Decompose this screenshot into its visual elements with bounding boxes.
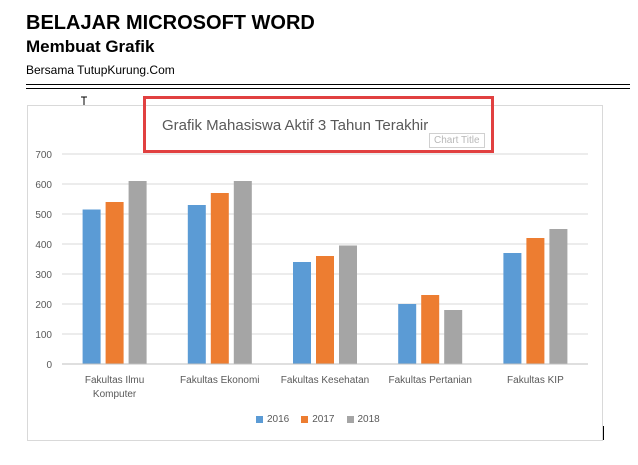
x-tick-label-line: Fakultas KIP <box>507 375 564 386</box>
y-tick-label: 100 <box>35 330 52 341</box>
chart-title[interactable]: Grafik Mahasiswa Aktif 3 Tahun Terakhir <box>162 117 429 134</box>
legend-item-2018[interactable]: 2018 <box>346 414 380 425</box>
x-tick-label: Fakultas Ekonomi <box>180 375 259 386</box>
document-title: BELAJAR MICROSOFT WORD <box>26 12 315 34</box>
bar-2018[interactable] <box>444 310 463 364</box>
bar-2017[interactable] <box>526 238 545 364</box>
x-tick-label-line: Fakultas Pertanian <box>389 375 472 386</box>
chart-legend[interactable]: 2016 2017 2018 <box>256 414 380 425</box>
y-tick-label: 500 <box>35 210 52 221</box>
x-tick-label-line: Fakultas Ekonomi <box>180 375 259 386</box>
y-tick-label: 300 <box>35 270 52 281</box>
legend-swatch <box>301 416 309 423</box>
x-tick-label-line: Fakultas Kesehatan <box>281 375 369 386</box>
header-double-rule <box>26 84 630 89</box>
y-tick-label: 400 <box>35 240 52 251</box>
bar-2017[interactable] <box>105 202 124 364</box>
legend-swatch <box>256 416 263 423</box>
x-tick-label-line: Komputer <box>93 389 137 400</box>
text-caret <box>603 426 604 440</box>
bar-2016[interactable] <box>82 209 101 365</box>
bar-2017[interactable] <box>316 256 334 364</box>
bar-2017[interactable] <box>210 193 229 364</box>
bar-2016[interactable] <box>503 253 522 364</box>
x-tick-label-line: Fakultas Ilmu <box>85 375 144 386</box>
document-subtitle: Membuat Grafik <box>26 37 155 56</box>
bar-2017[interactable] <box>421 295 440 364</box>
x-tick-label: Fakultas Ilmu Komputer <box>85 375 144 400</box>
y-tick-label: 700 <box>35 150 52 161</box>
document-header: BELAJAR MICROSOFT WORD Membuat Grafik Be… <box>26 10 630 78</box>
bar-2018[interactable] <box>339 245 357 365</box>
y-tick-label: 0 <box>46 360 52 371</box>
x-tick-label: Fakultas Pertanian <box>389 375 472 386</box>
bar-2016[interactable] <box>187 205 206 364</box>
bar-2018[interactable] <box>128 181 147 364</box>
legend-item-2016[interactable]: 2016 <box>256 414 289 425</box>
legend-label: 2018 <box>357 414 380 425</box>
legend-label: 2017 <box>312 414 335 425</box>
x-tick-label: Fakultas Kesehatan <box>281 375 369 386</box>
bar-2016[interactable] <box>398 304 417 364</box>
document-byline: Bersama TutupKurung.Com <box>26 63 175 77</box>
bar-2018[interactable] <box>233 181 252 364</box>
chart-title-highlight-box <box>143 96 494 153</box>
legend-swatch <box>346 416 354 423</box>
chart-title-tooltip: Chart Title <box>429 133 485 148</box>
bar-2016[interactable] <box>293 262 311 364</box>
y-tick-label: 600 <box>35 180 52 191</box>
legend-item-2017[interactable]: 2017 <box>301 414 335 425</box>
x-tick-label: Fakultas KIP <box>507 375 564 386</box>
y-tick-label: 200 <box>35 300 52 311</box>
bar-2018[interactable] <box>549 229 568 364</box>
legend-label: 2016 <box>267 414 290 425</box>
